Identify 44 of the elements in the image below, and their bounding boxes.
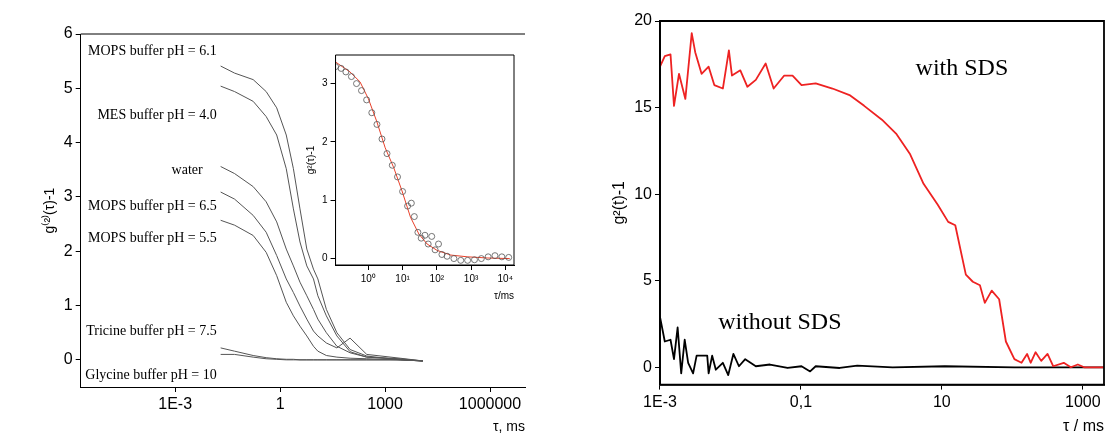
series-label: without SDS [718,308,842,335]
series-label: Glycine buffer pH = 10 [85,367,217,383]
y-tick-label: 5 [63,78,73,96]
x-tick-label: 10³ [463,272,479,284]
y-tick-label: 5 [643,271,653,289]
series-label: MOPS buffer pH = 6.1 [88,42,217,58]
y-tick-label: 4 [63,133,73,151]
x-tick-label: 10 [932,392,951,410]
y-tick-label: 2 [322,135,328,147]
x-tick-label: 1000 [367,395,403,413]
y-tick-label: 3 [63,187,73,205]
x-axis-title: τ/ms [493,289,514,301]
y-axis-title: g²(t)-1 [610,180,628,225]
y-tick-label: 0 [643,357,653,375]
y-tick-label: 20 [634,11,653,29]
x-tick-label: 1E-3 [158,395,193,413]
x-tick-label: 10¹ [395,272,411,284]
x-tick-label: 1000000 [458,395,522,413]
x-tick-label: 0,1 [789,392,813,410]
series-label: MOPS buffer pH = 5.5 [88,229,217,245]
series-label: MOPS buffer pH = 6.5 [88,197,217,213]
x-tick-label: 10⁴ [497,272,513,284]
series-label: Tricine buffer pH = 7.5 [86,322,217,338]
y-tick-label: 10 [634,184,653,202]
y-axis-title: g⁽²⁾(τ)-1 [41,187,58,234]
x-tick-label: 1 [275,395,285,413]
x-tick-label: 10² [429,272,445,284]
y-tick-label: 3 [322,77,328,89]
y-tick-label: 1 [63,295,73,313]
y-tick-label: 0 [322,252,328,264]
series-label: MES buffer pH = 4.0 [97,106,217,122]
y-tick-label: 15 [634,97,653,115]
x-axis-title: τ, ms [493,418,525,435]
y-axis-title: g²(τ)-1 [304,145,316,175]
x-tick-label: 1E-3 [643,392,677,410]
x-axis-title: τ / ms [1063,416,1104,434]
y-tick-label: 0 [63,350,73,368]
series-label: water [171,162,203,178]
text: with SDS [915,53,1009,80]
x-tick-label: 1000 [1064,392,1101,410]
y-tick-label: 6 [63,24,73,42]
y-tick-label: 1 [322,194,328,205]
x-tick-label: 10⁰ [360,272,376,284]
y-tick-label: 2 [63,241,73,259]
